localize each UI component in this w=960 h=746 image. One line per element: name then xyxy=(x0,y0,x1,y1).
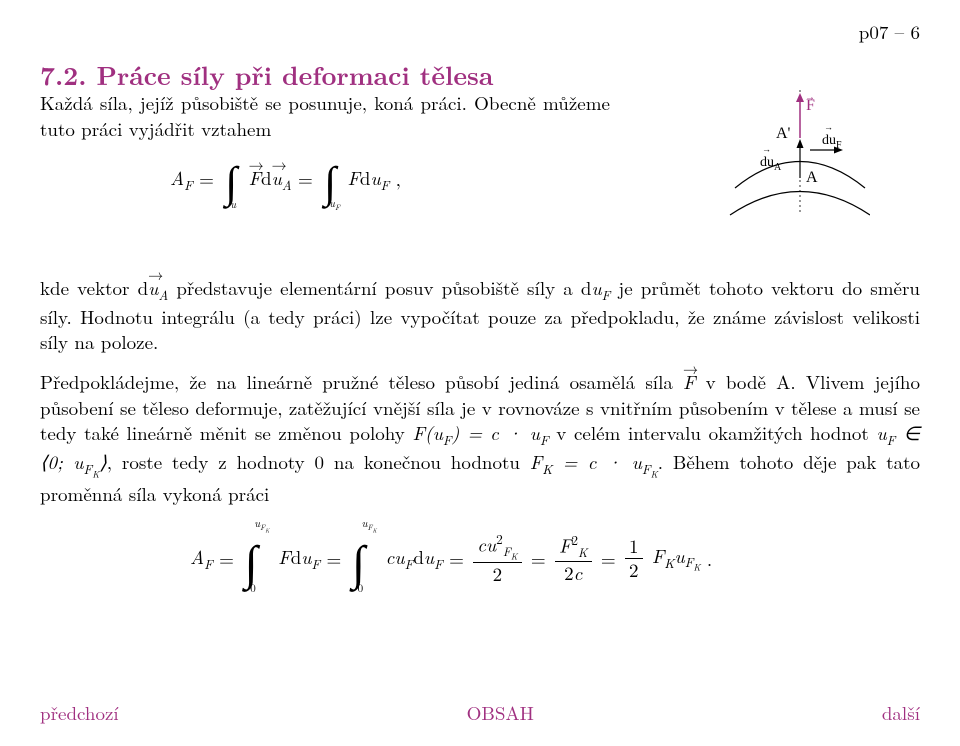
section-heading: 7.2. Práce síly při deformaci tělesa xyxy=(40,56,493,93)
label-duA-arrow: → xyxy=(762,144,771,154)
page: p07 – 6 7.2. Práce síly při deformaci tě… xyxy=(0,0,960,746)
footer-nav: předchozí OBSAH další xyxy=(40,699,920,726)
equation-1: AF = ∫ u F→du→A = ∫ uF FduF , xyxy=(40,151,610,207)
integral-1: ∫ u xyxy=(220,151,242,207)
integral-3: ∫ uFK 0 xyxy=(240,527,262,591)
nav-next[interactable]: další xyxy=(882,699,920,726)
vector-F-head xyxy=(796,93,804,102)
para-1-text: Každá síla, jejíž působiště se posunuje,… xyxy=(40,90,610,141)
paragraph-1: Každá síla, jejíž působiště se posunuje,… xyxy=(40,90,610,217)
paragraph-2: kde vektor du→A představuje elementární … xyxy=(40,275,920,355)
label-Aprime: A' xyxy=(776,125,791,142)
page-number: p07 – 6 xyxy=(859,18,920,45)
frac-3: 1 2 xyxy=(625,536,643,581)
label-A: A xyxy=(806,169,818,186)
integral-4: ∫ uFK 0 xyxy=(348,527,370,591)
paragraph-3: Předpokládejme, že na lineárně pružné tě… xyxy=(40,369,920,507)
frac-2: F2K 2c xyxy=(555,533,592,584)
diagram: A A' F → duA → duF → xyxy=(710,90,870,220)
label-duF: duF xyxy=(822,133,842,151)
label-duF-arrow: → xyxy=(824,122,833,132)
label-F-arrow: → xyxy=(805,92,815,103)
frac-1: cu2FK 2 xyxy=(473,532,521,585)
integral-2: ∫ uF xyxy=(319,151,341,207)
equation-2: AF = ∫ uFK 0 FduF = ∫ uFK 0 cuFduF = xyxy=(40,527,920,591)
nav-contents[interactable]: OBSAH xyxy=(467,699,534,726)
vector-duA-head xyxy=(797,139,804,148)
body-full: kde vektor du→A představuje elementární … xyxy=(40,275,920,591)
nav-prev[interactable]: předchozí xyxy=(40,699,119,726)
